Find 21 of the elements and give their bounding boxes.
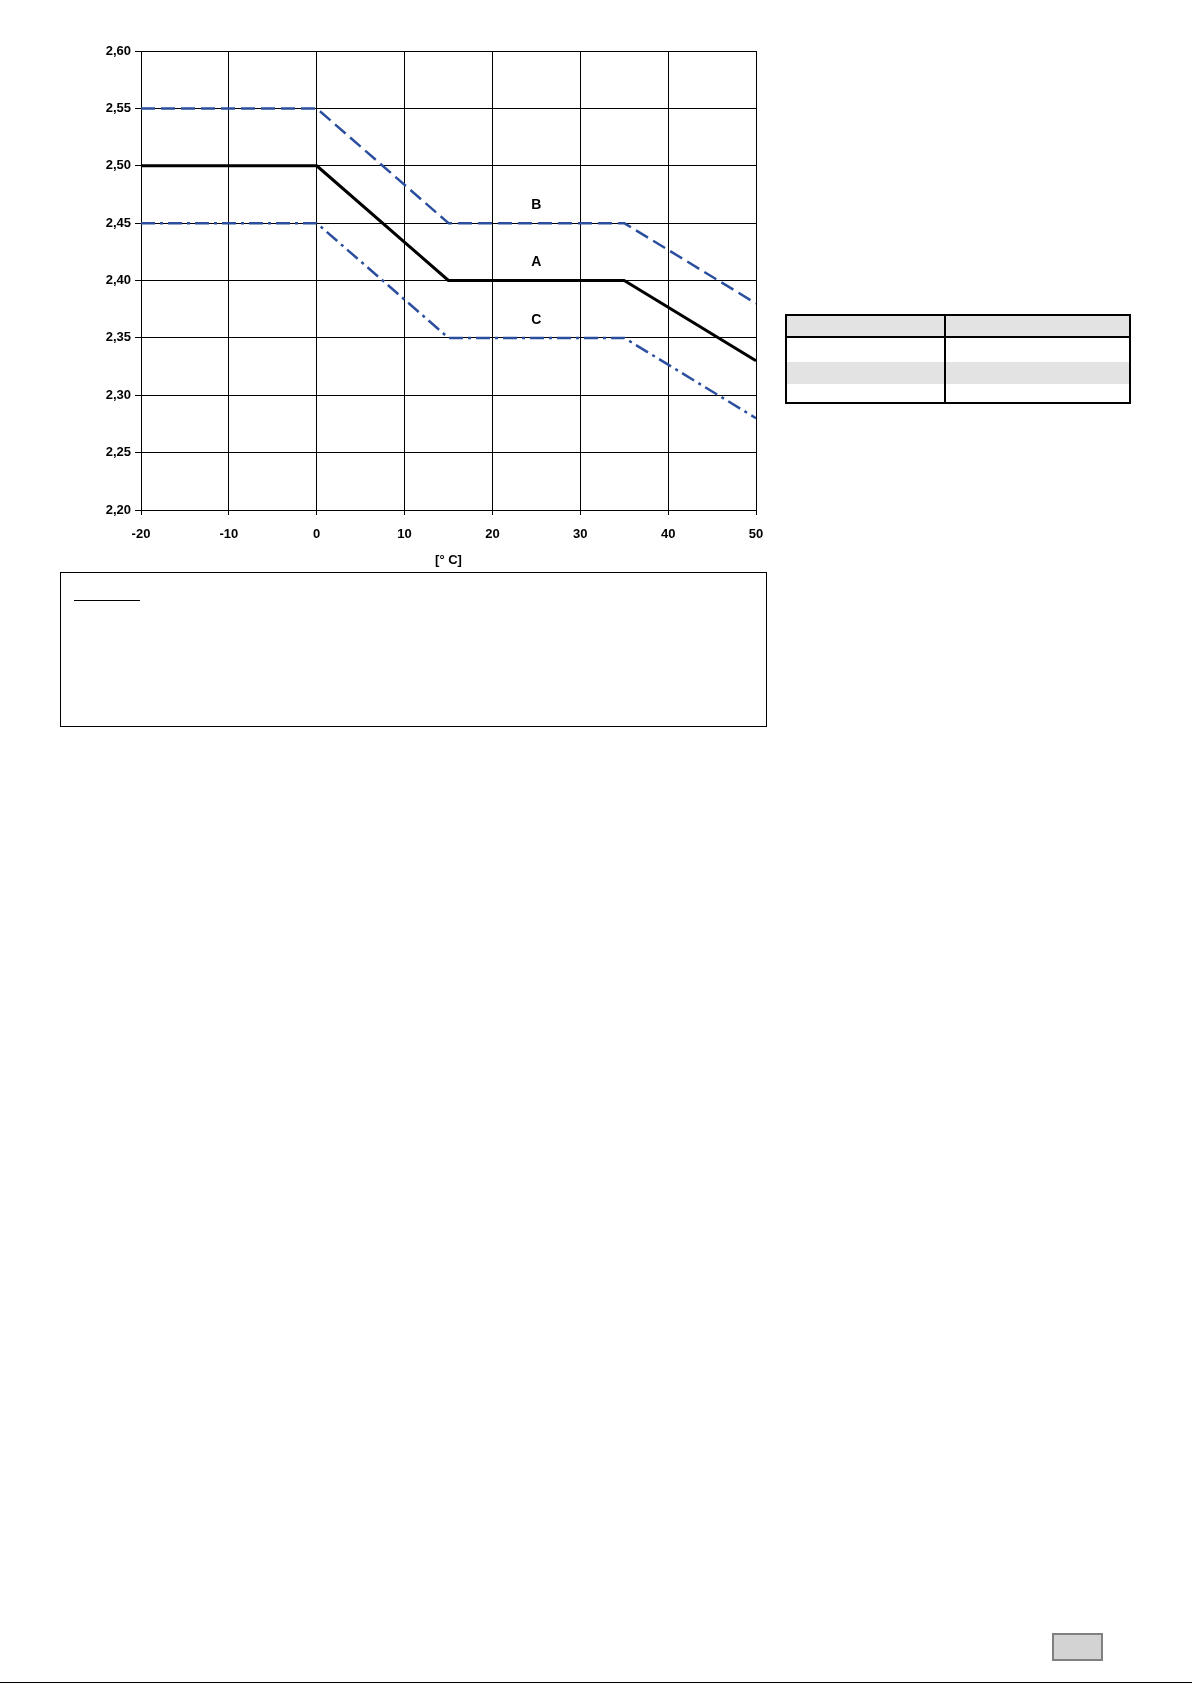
- x-tick-label: -20: [131, 526, 151, 542]
- y-tick-label: 2,55: [105, 99, 131, 115]
- x-tick-label: 30: [573, 526, 588, 542]
- y-tick-label: 2,20: [105, 501, 131, 517]
- x-tick-label: 50: [748, 526, 764, 542]
- y-tick-label: 2,45: [105, 214, 131, 230]
- y-tick-label: 2,60: [105, 42, 131, 58]
- series-label: A: [531, 253, 542, 270]
- series-label: C: [531, 310, 542, 327]
- x-tick-label: -10: [219, 526, 239, 542]
- y-tick-label: 2,35: [105, 329, 131, 345]
- x-tick-label: 20: [485, 526, 500, 542]
- x-tick-label: 10: [397, 526, 412, 542]
- y-tick-label: 2,30: [105, 386, 131, 402]
- y-tick-label: 2,50: [105, 157, 131, 173]
- x-tick-label: 40: [660, 526, 676, 542]
- y-tick-label: 2,25: [105, 444, 131, 460]
- series-label: B: [531, 195, 542, 212]
- x-axis-title: [° C]: [435, 551, 462, 567]
- x-tick-label: 0: [313, 526, 321, 542]
- y-tick-label: 2,40: [105, 272, 131, 288]
